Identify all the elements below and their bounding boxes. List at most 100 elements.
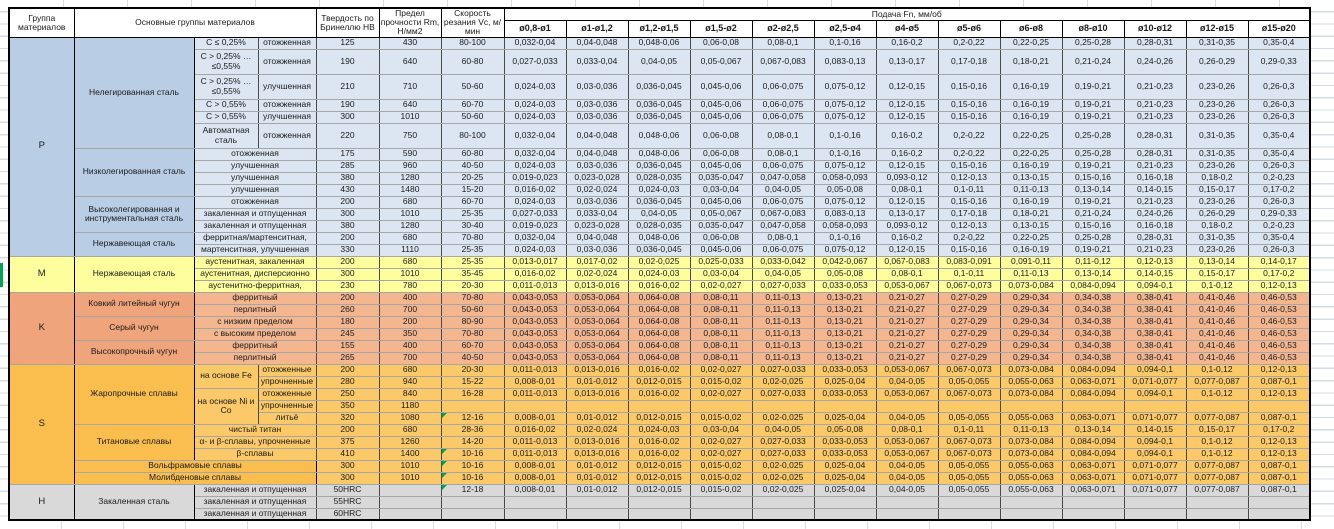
cell-M1-feed-2[interactable]: 0,017-0,02 <box>565 255 629 269</box>
cell-K4-feed-12[interactable]: 0,41-0,46 <box>1185 327 1249 341</box>
cell-H1-feed-8[interactable]: 0,05-0,055 <box>937 483 1001 497</box>
cell-P5-feed-13[interactable]: 0,26-0,3 <box>1247 110 1311 124</box>
cell-S2-sub1[interactable]: упрочненные <box>257 375 317 389</box>
cell-S3-sub2[interactable]: отожженные <box>257 387 317 401</box>
cell-H2-feed-7[interactable] <box>875 495 939 509</box>
cell-S4-feed-3[interactable] <box>627 399 691 413</box>
cell-K6-strength[interactable]: 700 <box>378 351 442 365</box>
cell-S5-hardness[interactable]: 320 <box>315 411 380 425</box>
cell-K3-feed-6[interactable]: 0,13-0,21 <box>813 315 877 329</box>
cell-P12-feed-9[interactable]: 0,18-0,21 <box>999 207 1063 221</box>
cell-K1-feed-7[interactable]: 0,21-0,27 <box>875 291 939 305</box>
cell-S7-feed-1[interactable]: 0,011-0,013 <box>503 435 567 449</box>
cell-K6-feed-1[interactable]: 0,043-0,053 <box>503 351 567 365</box>
cell-K4-feed-8[interactable]: 0,27-0,29 <box>937 327 1001 341</box>
cell-P13-feed-4[interactable]: 0,035-0,047 <box>689 219 753 233</box>
cell-S4-feed-6[interactable] <box>813 399 877 413</box>
col-header-main-groups[interactable]: Основные группы материалов <box>73 7 317 38</box>
cell-S3-feed-10[interactable]: 0,084-0,094 <box>1061 387 1125 401</box>
cell-H1-feed-6[interactable]: 0,025-0,04 <box>813 483 877 497</box>
cell-S5-feed-6[interactable]: 0,025-0,04 <box>813 411 877 425</box>
cell-S7-strength[interactable]: 1260 <box>378 435 442 449</box>
cell-P8-feed-8[interactable]: 0,15-0,16 <box>937 159 1001 173</box>
cell-P6-feed-1[interactable]: 0,032-0,04 <box>503 122 567 149</box>
cell-P15-feed-3[interactable]: 0,036-0,045 <box>627 243 691 257</box>
cell-P4-speed[interactable]: 60-70 <box>440 98 505 112</box>
cell-P5-speed[interactable]: 50-60 <box>440 110 505 124</box>
cell-S2-feed-3[interactable]: 0,012-0,015 <box>627 375 691 389</box>
cell-H1-feed-7[interactable]: 0,04-0,05 <box>875 483 939 497</box>
cell-P14-feed-8[interactable]: 0,2-0,22 <box>937 231 1001 245</box>
cell-P15-feed-6[interactable]: 0,075-0,12 <box>813 243 877 257</box>
cell-K4-feed-4[interactable]: 0,08-0,11 <box>689 327 753 341</box>
col-header-material-group[interactable]: Группа материалов <box>8 7 75 38</box>
cell-S9-strength[interactable]: 1010 <box>378 459 442 473</box>
cell-H1-strength[interactable] <box>378 483 442 497</box>
cell-P9-feed-2[interactable]: 0,023-0,028 <box>565 171 629 185</box>
cell-S4-feed-11[interactable] <box>1123 399 1187 413</box>
cell-K5-feed-6[interactable]: 0,13-0,21 <box>813 339 877 353</box>
cell-P9-hardness[interactable]: 380 <box>315 171 380 185</box>
cell-S2-feed-11[interactable]: 0,071-0,077 <box>1123 375 1187 389</box>
cell-K6-feed-4[interactable]: 0,08-0,11 <box>689 351 753 365</box>
cell-P7-feed-11[interactable]: 0,28-0,31 <box>1123 147 1187 161</box>
cell-P4-feed-1[interactable]: 0,024-0,03 <box>503 98 567 112</box>
cell-P13-feed-2[interactable]: 0,023-0,028 <box>565 219 629 233</box>
cell-H3-feed-9[interactable] <box>999 507 1063 521</box>
cell-S3-feed-11[interactable]: 0,094-0,1 <box>1123 387 1187 401</box>
cell-P14-feed-10[interactable]: 0,25-0,28 <box>1061 231 1125 245</box>
cell-S8-feed-10[interactable]: 0,084-0,094 <box>1061 447 1125 461</box>
diameter-header-1[interactable]: ø0,8-ø1 <box>503 19 567 38</box>
cell-H3-hardness[interactable]: 60HRC <box>315 507 380 521</box>
cell-P1-feed-5[interactable]: 0,08-0,1 <box>751 36 815 50</box>
cell-K4-feed-11[interactable]: 0,38-0,41 <box>1123 327 1187 341</box>
cell-P3-feed-10[interactable]: 0,19-0,21 <box>1061 73 1125 100</box>
cell-P12-feed-7[interactable]: 0,13-0,17 <box>875 207 939 221</box>
cell-P2-feed-3[interactable]: 0,04-0,05 <box>627 48 691 75</box>
cell-M3-feed-10[interactable]: 0,084-0,094 <box>1061 279 1125 293</box>
cell-P12-feed-11[interactable]: 0,24-0,26 <box>1123 207 1187 221</box>
cell-S3-feed-5[interactable]: 0,027-0,033 <box>751 387 815 401</box>
cell-S6-hardness[interactable]: 200 <box>315 423 380 437</box>
cell-P2-hardness[interactable]: 190 <box>315 48 380 75</box>
cell-P14-feed-2[interactable]: 0,04-0,048 <box>565 231 629 245</box>
cell-S9-feed-13[interactable]: 0,087-0,1 <box>1247 459 1311 473</box>
cell-H3-feed-5[interactable] <box>751 507 815 521</box>
cell-M2-feed-12[interactable]: 0,15-0,17 <box>1185 267 1249 281</box>
cell-S10-feed-3[interactable]: 0,012-0,015 <box>627 471 691 485</box>
cell-K3-feed-13[interactable]: 0,46-0,53 <box>1247 315 1311 329</box>
cell-S9-speed[interactable]: 10-16 <box>440 459 505 473</box>
cell-P4-feed-12[interactable]: 0,23-0,26 <box>1185 98 1249 112</box>
cell-P8-feed-10[interactable]: 0,19-0,21 <box>1061 159 1125 173</box>
cell-K5-feed-2[interactable]: 0,053-0,064 <box>565 339 629 353</box>
cell-P14-feed-5[interactable]: 0,08-0,1 <box>751 231 815 245</box>
cell-M2-feed-10[interactable]: 0,13-0,14 <box>1061 267 1125 281</box>
cell-K5-group[interactable]: Высокопрочный чугун <box>73 339 195 365</box>
cell-M2-feed-7[interactable]: 0,08-0,1 <box>875 267 939 281</box>
cell-S4-feed-13[interactable] <box>1247 399 1311 413</box>
cell-K5-feed-1[interactable]: 0,043-0,053 <box>503 339 567 353</box>
cell-P10-feed-4[interactable]: 0,03-0,04 <box>689 183 753 197</box>
cell-K5-feed-11[interactable]: 0,38-0,41 <box>1123 339 1187 353</box>
cell-P9-feed-1[interactable]: 0,019-0,023 <box>503 171 567 185</box>
cell-P9-feed-6[interactable]: 0,058-0,093 <box>813 171 877 185</box>
cell-K3-feed-4[interactable]: 0,08-0,11 <box>689 315 753 329</box>
cell-M1-feed-7[interactable]: 0,067-0,083 <box>875 255 939 269</box>
cell-M3-feed-3[interactable]: 0,016-0,02 <box>627 279 691 293</box>
cell-H1-group[interactable]: Закаленная сталь <box>73 483 195 521</box>
cell-P5-feed-3[interactable]: 0,036-0,045 <box>627 110 691 124</box>
cell-S5-feed-4[interactable]: 0,015-0,02 <box>689 411 753 425</box>
cell-H3-feed-3[interactable] <box>627 507 691 521</box>
cell-P15-feed-9[interactable]: 0,16-0,19 <box>999 243 1063 257</box>
cell-S1-feed-7[interactable]: 0,053-0,067 <box>875 363 939 377</box>
cell-K1-strength[interactable]: 400 <box>378 291 442 305</box>
cell-K6-sub1[interactable]: перлитный <box>193 351 317 365</box>
cell-K2-speed[interactable]: 50-60 <box>440 303 505 317</box>
cell-S5-feed-1[interactable]: 0,008-0,01 <box>503 411 567 425</box>
section-label-K[interactable]: K <box>8 291 75 365</box>
cell-K2-feed-3[interactable]: 0,064-0,08 <box>627 303 691 317</box>
cell-H1-feed-10[interactable]: 0,063-0,071 <box>1061 483 1125 497</box>
cell-K4-feed-5[interactable]: 0,11-0,13 <box>751 327 815 341</box>
cell-S9-feed-8[interactable]: 0,05-0,055 <box>937 459 1001 473</box>
cell-P3-feed-5[interactable]: 0,06-0,075 <box>751 73 815 100</box>
